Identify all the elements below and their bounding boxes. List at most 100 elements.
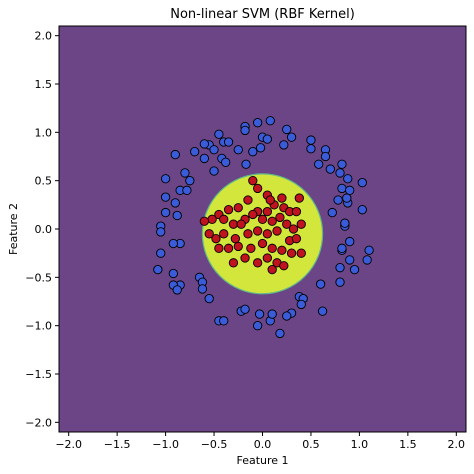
outer-point — [190, 147, 200, 157]
outer-point — [153, 264, 163, 275]
inner-point — [257, 238, 268, 249]
outer-point — [364, 245, 374, 255]
outer-point — [315, 279, 326, 289]
outer-point — [185, 176, 195, 186]
y-axis-ticks: −2.0 −1.5 −1.0 −0.5 0.0 0.5 1.0 1.5 2.0 — [25, 30, 59, 429]
outer-point — [182, 185, 192, 195]
outer-point — [337, 159, 347, 169]
inner-point — [243, 195, 253, 205]
outer-point — [199, 153, 210, 164]
outer-point — [180, 168, 190, 178]
inner-point — [267, 243, 277, 253]
x-tick-label: 1.0 — [351, 438, 369, 451]
outer-point — [342, 193, 352, 203]
inner-point — [291, 234, 302, 244]
outer-point — [209, 145, 219, 155]
inner-point — [257, 214, 268, 224]
outer-point — [172, 285, 182, 295]
outer-point — [156, 227, 166, 237]
y-tick-label: 2.0 — [35, 30, 53, 43]
outer-point — [262, 134, 272, 144]
inner-point — [275, 212, 285, 223]
inner-point — [204, 229, 214, 239]
inner-point — [223, 205, 234, 215]
y-tick-label: 0.5 — [35, 175, 53, 188]
outer-point — [214, 129, 224, 139]
inner-point — [253, 258, 263, 268]
inner-point — [291, 206, 302, 217]
outer-point — [240, 125, 250, 136]
inner-point — [272, 226, 282, 236]
outer-point — [221, 157, 231, 167]
plot-area — [59, 26, 466, 432]
outer-point — [223, 137, 234, 147]
x-axis-ticks: −2.0 −1.5 −1.0 −0.5 0.0 0.5 1.0 1.5 2.0 — [55, 432, 465, 451]
inner-point — [253, 226, 263, 236]
outer-point — [267, 309, 277, 319]
inner-point — [211, 234, 221, 244]
inner-point — [267, 264, 277, 275]
inner-point — [265, 195, 275, 205]
outer-point — [282, 124, 292, 135]
outer-point — [172, 210, 182, 221]
inner-point — [253, 183, 263, 194]
outer-point — [345, 236, 355, 247]
outer-point — [219, 316, 229, 326]
inner-point — [296, 248, 306, 258]
inner-point — [248, 209, 258, 220]
outer-point — [345, 185, 355, 195]
inner-point — [228, 219, 239, 229]
outer-point — [160, 192, 171, 202]
outer-point — [306, 144, 316, 154]
inner-point — [262, 206, 272, 217]
outer-point — [156, 248, 166, 258]
y-tick-label: −2.0 — [25, 416, 52, 429]
inner-point — [267, 216, 277, 226]
outer-point — [340, 218, 350, 228]
outer-point — [248, 147, 258, 157]
y-tick-label: −0.5 — [25, 271, 52, 284]
inner-point — [207, 214, 217, 224]
inner-point — [233, 241, 243, 252]
inner-point — [219, 214, 229, 224]
outer-point — [170, 149, 180, 160]
x-tick-label: 2.0 — [448, 438, 466, 451]
inner-point — [243, 229, 253, 239]
inner-point — [286, 248, 297, 258]
inner-point — [246, 243, 256, 253]
inner-point — [236, 219, 246, 229]
outer-point — [275, 328, 285, 339]
inner-point — [288, 224, 299, 234]
inner-point — [248, 176, 258, 186]
inner-point — [233, 203, 243, 213]
inner-point — [214, 243, 224, 253]
outer-point — [240, 304, 250, 314]
outer-point — [160, 174, 171, 184]
y-axis-label: Feature 2 — [7, 203, 20, 255]
inner-point — [262, 229, 272, 239]
outer-point — [327, 207, 337, 218]
y-tick-label: 1.5 — [35, 78, 53, 91]
chart-title: Non-linear SVM (RBF Kernel) — [170, 7, 355, 22]
outer-point — [362, 255, 372, 265]
x-tick-label: 0.5 — [302, 438, 320, 451]
y-tick-label: 1.0 — [35, 126, 53, 139]
x-tick-label: −1.5 — [104, 438, 131, 451]
x-tick-label: 1.5 — [399, 438, 417, 451]
outer-point — [343, 174, 353, 184]
outer-point — [325, 164, 335, 174]
inner-point — [262, 253, 272, 263]
outer-point — [286, 132, 297, 142]
outer-point — [345, 255, 355, 265]
outer-point — [204, 293, 214, 304]
outer-point — [335, 168, 345, 178]
inner-point — [296, 219, 306, 229]
inner-point — [240, 253, 250, 263]
inner-point — [219, 229, 229, 239]
outer-point — [296, 299, 306, 310]
outer-point — [337, 243, 347, 253]
outer-class-points — [153, 116, 374, 339]
inner-point — [223, 243, 234, 253]
outer-point — [255, 143, 266, 153]
x-tick-label: −0.5 — [201, 438, 228, 451]
